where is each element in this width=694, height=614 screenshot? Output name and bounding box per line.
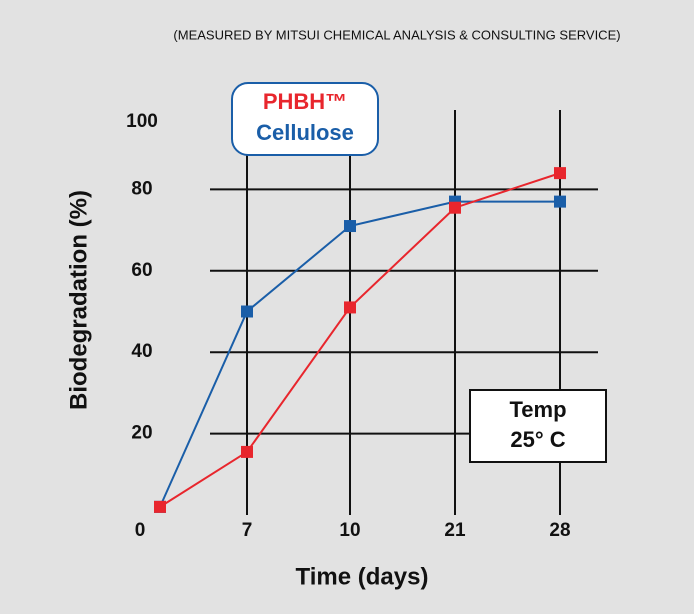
x-tick-label: 21 (444, 520, 466, 541)
x-axis-label: Time (days) (296, 563, 429, 590)
marker (449, 201, 461, 214)
x-tick-label: 10 (339, 520, 360, 541)
y-tick-label: 20 (131, 423, 152, 444)
marker (154, 500, 166, 513)
legend-entry: PHBH™ (263, 89, 347, 114)
plot (154, 167, 566, 513)
y-tick-label: 80 (131, 178, 152, 199)
marker (241, 305, 253, 318)
x-tick-label: 7 (242, 520, 253, 541)
y-tick-label: 100 (126, 111, 158, 132)
annotation: 25° C (510, 427, 565, 452)
y-axis-label: Biodegradation (%) (65, 190, 92, 410)
marker (554, 167, 566, 180)
marker (344, 301, 356, 314)
legend-box (231, 82, 379, 156)
annotation: Temp (509, 397, 566, 422)
marker (344, 220, 356, 233)
y-tick-label: 40 (131, 341, 152, 362)
y-tick-label: 0 (135, 520, 146, 541)
annotation-box (469, 389, 607, 463)
chart-title: (MEASURED BY MITSUI CHEMICAL ANALYSIS & … (173, 27, 620, 42)
marker (241, 445, 253, 458)
y-tick-label: 60 (131, 260, 152, 281)
x-tick-label: 28 (549, 520, 570, 541)
marker (554, 195, 566, 208)
legend-entry: Cellulose (256, 120, 354, 145)
